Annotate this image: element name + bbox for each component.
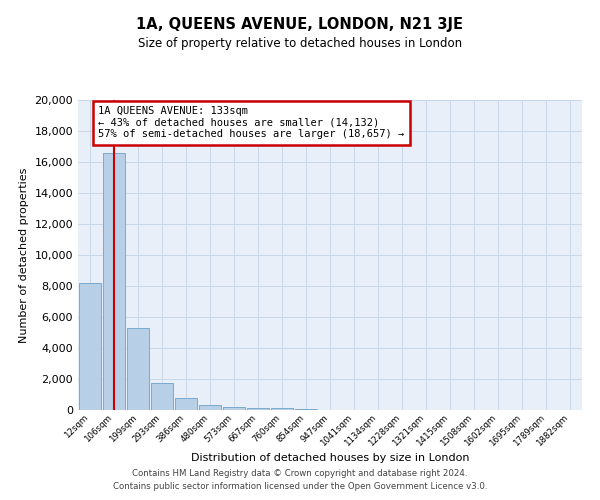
X-axis label: Distribution of detached houses by size in London: Distribution of detached houses by size … <box>191 453 469 463</box>
Bar <box>295 409 317 410</box>
Text: 1A QUEENS AVENUE: 133sqm
← 43% of detached houses are smaller (14,132)
57% of se: 1A QUEENS AVENUE: 133sqm ← 43% of detach… <box>98 106 404 140</box>
Text: Contains HM Land Registry data © Crown copyright and database right 2024.: Contains HM Land Registry data © Crown c… <box>132 468 468 477</box>
Text: Size of property relative to detached houses in London: Size of property relative to detached ho… <box>138 38 462 51</box>
Bar <box>247 408 269 410</box>
Bar <box>223 407 245 410</box>
Text: 1A, QUEENS AVENUE, LONDON, N21 3JE: 1A, QUEENS AVENUE, LONDON, N21 3JE <box>137 18 464 32</box>
Bar <box>151 383 173 410</box>
Text: Contains public sector information licensed under the Open Government Licence v3: Contains public sector information licen… <box>113 482 487 491</box>
Bar <box>271 408 293 410</box>
Bar <box>127 328 149 410</box>
Y-axis label: Number of detached properties: Number of detached properties <box>19 168 29 342</box>
Bar <box>175 398 197 410</box>
Bar <box>199 406 221 410</box>
Bar <box>79 283 101 410</box>
Bar <box>103 152 125 410</box>
